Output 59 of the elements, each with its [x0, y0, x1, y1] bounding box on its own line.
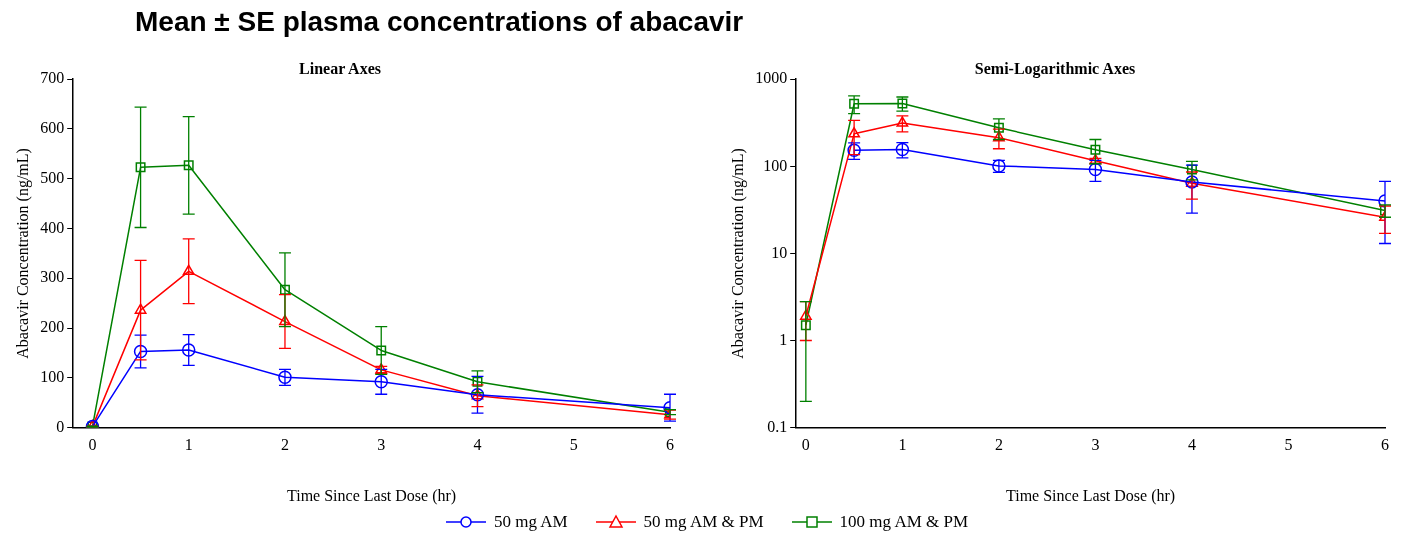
point	[182, 264, 195, 276]
y-tick-label: 0	[56, 417, 65, 435]
point	[896, 116, 909, 127]
y-tick-label: 100	[40, 368, 65, 386]
x-tick-label: 2	[994, 436, 1003, 454]
legend-label: 100 mg AM & PM	[839, 512, 969, 532]
x-tick-label: 2	[280, 436, 289, 454]
point	[1088, 162, 1103, 177]
point	[849, 98, 860, 109]
y-tick-label: 200	[40, 318, 65, 336]
x-tick-label: 0	[88, 436, 97, 454]
y-tick-label: 10	[771, 243, 788, 261]
point	[181, 343, 196, 357]
point	[279, 314, 291, 326]
point	[133, 344, 148, 359]
y-tick-label: 600	[40, 119, 65, 137]
y-axis-title: Abacavir Concentration (ng/mL)	[728, 148, 747, 359]
y-tick-label: 700	[40, 69, 65, 87]
point	[847, 143, 861, 157]
x-tick-label: 3	[1091, 436, 1100, 454]
y-axis-title: Abacavir Concentration (ng/mL)	[13, 148, 32, 359]
x-tick-label: 1	[898, 436, 907, 454]
point	[799, 309, 812, 320]
x-tick-label: 1	[184, 436, 193, 454]
legend-label: 50 mg AM & PM	[643, 512, 764, 532]
x-tick-label: 5	[1284, 436, 1293, 454]
point	[848, 127, 861, 138]
chart-title: Mean ± SE plasma concentrations of abacavir	[135, 6, 744, 38]
x-axis-title: Time Since Last Dose (hr)	[1006, 486, 1176, 505]
x-tick-label: 6	[666, 436, 674, 454]
y-tick-label: 0.1	[767, 417, 788, 435]
point	[183, 160, 194, 171]
y-tick-label: 1	[779, 330, 788, 348]
x-tick-label: 4	[1187, 436, 1196, 454]
point	[800, 320, 811, 331]
y-tick-label: 400	[40, 218, 65, 236]
point	[992, 130, 1005, 142]
point	[376, 345, 387, 356]
point	[1186, 164, 1197, 175]
x-tick-label: 6	[1381, 436, 1389, 454]
chart-subtitle: Semi-Logarithmic Axes	[974, 59, 1136, 78]
point	[279, 284, 290, 295]
point	[374, 375, 388, 389]
y-tick-label: 1000	[755, 69, 788, 87]
x-tick-label: 3	[377, 436, 386, 454]
point	[1090, 144, 1101, 155]
point	[135, 162, 146, 173]
y-tick-label: 100	[763, 156, 788, 174]
y-tick-label: 300	[40, 268, 65, 286]
point	[993, 122, 1004, 133]
legend-label: 50 mg AM	[493, 512, 568, 532]
chart-subtitle: Linear Axes	[299, 59, 381, 77]
point	[134, 303, 147, 314]
x-tick-label: 4	[473, 436, 482, 454]
y-tick-label: 500	[40, 168, 65, 186]
point	[472, 376, 483, 387]
x-tick-label: 5	[569, 436, 578, 454]
x-tick-label: 0	[801, 436, 810, 454]
x-axis-title: Time Since Last Dose (hr)	[287, 486, 457, 505]
